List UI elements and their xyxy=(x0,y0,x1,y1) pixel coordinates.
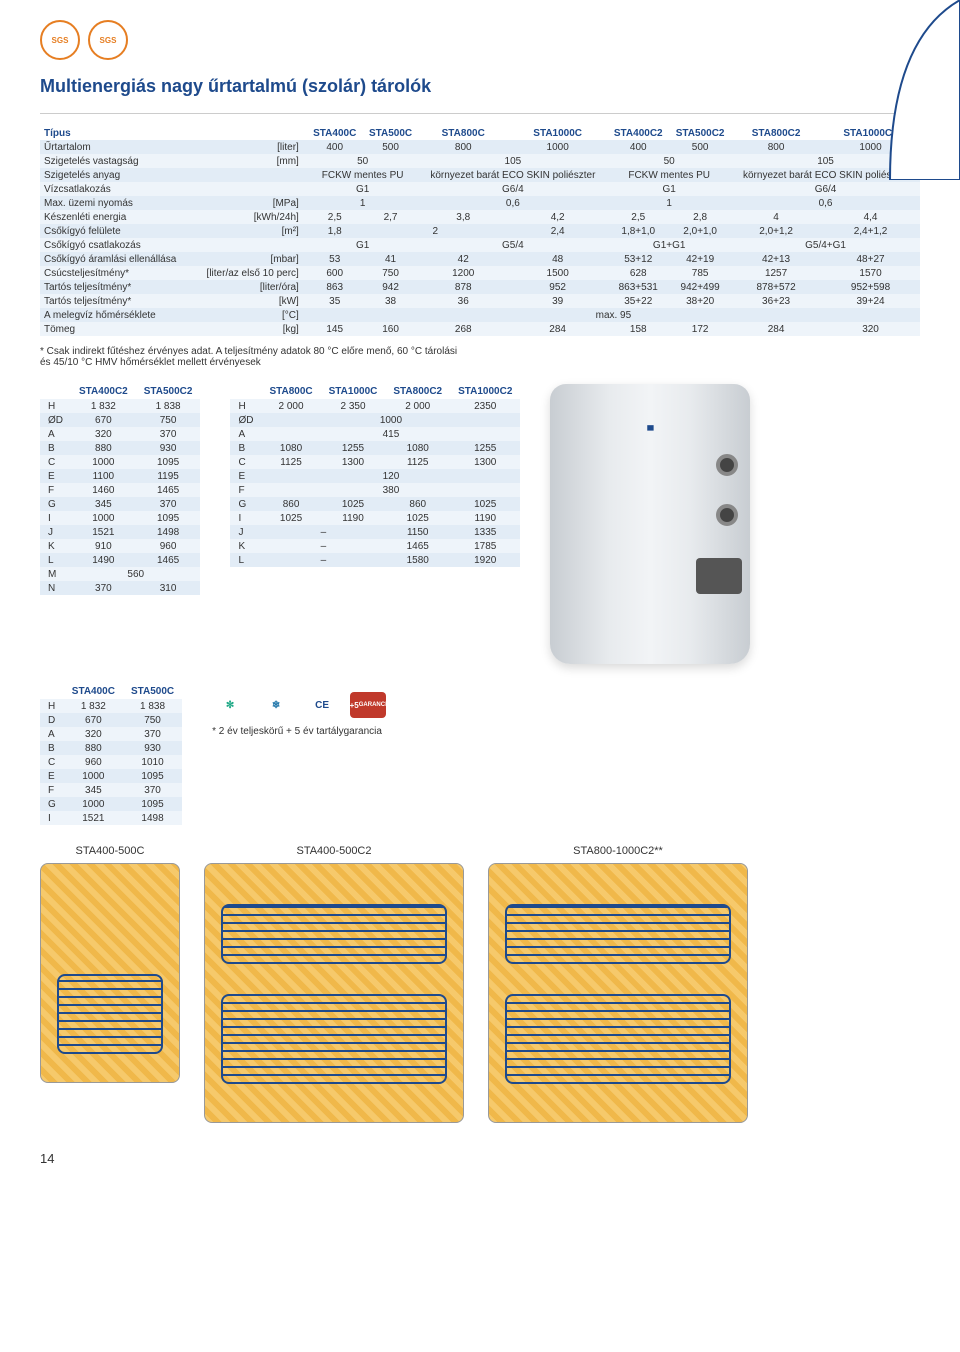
plate-icon xyxy=(696,558,742,594)
cutaway-diagram xyxy=(488,863,748,1123)
page-title: Multienergiás nagy űrtartalmú (szolár) t… xyxy=(40,76,920,97)
warranty-text: * 2 év teljeskörű + 5 év tartálygarancia xyxy=(212,726,920,737)
cutaway-diagram xyxy=(204,863,464,1123)
dim-table-c-small: STA400CSTA500CH1 8321 838D670750A320370B… xyxy=(40,684,182,825)
sgs-badges: SGS SGS xyxy=(40,20,920,60)
sgs-badge: SGS xyxy=(88,20,128,60)
sgs-badge: SGS xyxy=(40,20,80,60)
certifications: ✻ ❄ CE 2+5GARANCIA xyxy=(212,692,920,718)
ce-mark: CE xyxy=(304,692,340,718)
cert-icon: ❄ xyxy=(258,692,294,718)
product-photo: ▄ xyxy=(550,384,750,664)
spec-table: TípusSTA400CSTA500CSTA800CSTA1000CSTA400… xyxy=(40,126,920,336)
diagram-row: STA400-500C STA400-500C2 STA800-1000C2** xyxy=(40,845,920,1123)
port-icon xyxy=(716,504,738,526)
dim-table-c2-small: STA400C2STA500C2H1 8321 838ØD670750A3203… xyxy=(40,384,200,595)
title-divider xyxy=(40,113,920,114)
warranty-badge: 2+5GARANCIA xyxy=(350,692,386,718)
page-number: 14 xyxy=(40,1151,920,1166)
product-logo: ▄ xyxy=(647,420,653,430)
diagram-label: STA400-500C2 xyxy=(296,845,371,857)
footnote: * Csak indirekt fűtéshez érvényes adat. … xyxy=(40,346,460,368)
cert-icon: ✻ xyxy=(212,692,248,718)
cutaway-diagram xyxy=(40,863,180,1083)
dim-table-large: STA800CSTA1000CSTA800C2STA1000C2H2 0002 … xyxy=(230,384,520,567)
port-icon xyxy=(716,454,738,476)
diagram-label: STA800-1000C2** xyxy=(573,845,663,857)
corner-curve xyxy=(880,0,960,180)
diagram-label: STA400-500C xyxy=(76,845,145,857)
